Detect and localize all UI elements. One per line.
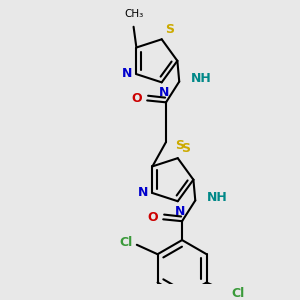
- Text: NH: NH: [207, 191, 227, 204]
- Text: N: N: [122, 67, 133, 80]
- Text: S: S: [176, 139, 184, 152]
- Text: NH: NH: [190, 72, 211, 85]
- Text: Cl: Cl: [120, 236, 133, 249]
- Text: N: N: [138, 186, 149, 199]
- Text: S: S: [182, 142, 190, 155]
- Text: S: S: [166, 23, 175, 37]
- Text: N: N: [158, 86, 169, 99]
- Text: Cl: Cl: [231, 287, 244, 300]
- Text: O: O: [147, 211, 158, 224]
- Text: O: O: [131, 92, 142, 105]
- Text: N: N: [175, 205, 185, 218]
- Text: CH₃: CH₃: [124, 9, 143, 19]
